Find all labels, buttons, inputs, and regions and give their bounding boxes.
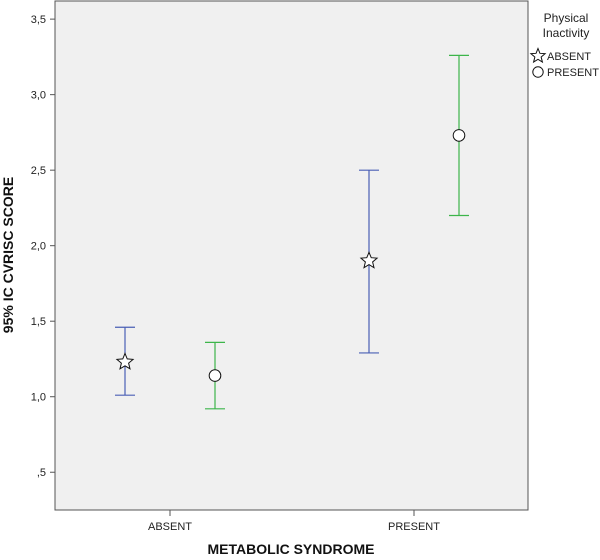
legend-label-absent: ABSENT [547,51,591,63]
legend-label-present: PRESENT [547,67,599,79]
x-tick-label-absent: ABSENT [148,521,192,533]
mean-marker-present-absent [208,369,222,382]
y-axis-title: 95% IC CVRISC SCORE [0,177,16,333]
legend-marker-present [532,66,544,78]
x-tick-label-present: PRESENT [388,521,440,533]
y-tick-label-1: 1,0 [31,392,46,404]
mean-marker-present-present [452,129,466,142]
y-tick-label-2: 1,5 [31,316,46,328]
mean-marker-absent-absent [115,352,135,370]
x-axis-title: METABOLIC SYNDROME [208,541,375,557]
plot-area [54,0,529,511]
y-tick-label-5: 3,0 [31,90,46,102]
y-tick-label-6: 3,5 [31,14,46,26]
y-tick-label-0: ,5 [37,467,46,479]
y-axis: ,5 1,0 1,5 2,0 2,5 3,0 3,5 [31,14,55,479]
x-axis: ABSENT PRESENT [148,510,440,533]
y-tick-label-3: 2,0 [31,241,46,253]
y-tick-label-4: 2,5 [31,165,46,177]
chart-marks [115,54,469,410]
legend-marker-absent [529,47,547,64]
legend-title-line-1: Physical [544,11,589,25]
legend: Physical Inactivity ABSENT PRESENT [529,11,599,79]
legend-title-line-2: Inactivity [543,26,590,40]
mean-marker-absent-present [359,250,379,269]
